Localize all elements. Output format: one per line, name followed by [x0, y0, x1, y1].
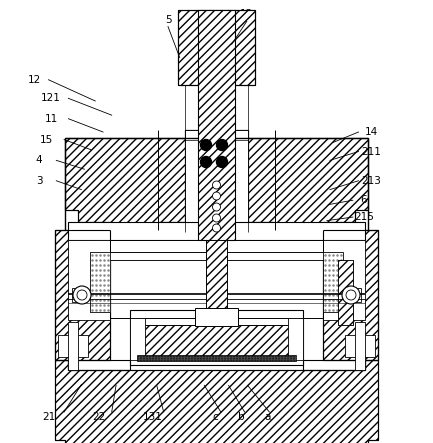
Circle shape — [342, 286, 360, 304]
Text: 211: 211 — [362, 147, 381, 156]
Circle shape — [213, 224, 220, 232]
Circle shape — [213, 192, 220, 200]
Bar — [90, 252, 110, 312]
Bar — [195, 308, 238, 326]
Circle shape — [200, 140, 211, 151]
Text: 22: 22 — [92, 412, 105, 422]
Bar — [130, 318, 145, 360]
Circle shape — [77, 290, 87, 300]
Text: 121: 121 — [41, 93, 61, 103]
Bar — [137, 325, 296, 360]
Bar — [137, 325, 296, 360]
Text: 4: 4 — [36, 155, 42, 165]
Text: a: a — [265, 412, 271, 422]
Bar — [185, 130, 248, 232]
Text: b: b — [238, 412, 245, 422]
Polygon shape — [55, 360, 378, 443]
Bar — [68, 322, 78, 370]
Text: 6: 6 — [360, 195, 367, 205]
Bar — [338, 260, 353, 325]
Bar — [198, 10, 235, 240]
Polygon shape — [213, 130, 368, 230]
Text: 14: 14 — [365, 127, 378, 137]
Bar — [58, 335, 88, 357]
Polygon shape — [65, 130, 220, 230]
Text: 15: 15 — [40, 135, 53, 144]
Bar — [110, 240, 323, 318]
Bar — [55, 230, 110, 360]
Bar — [355, 322, 365, 370]
Bar — [55, 230, 110, 360]
Circle shape — [213, 181, 220, 189]
Text: 215: 215 — [354, 212, 374, 222]
Bar — [288, 318, 303, 360]
Circle shape — [216, 140, 227, 151]
Bar — [178, 10, 255, 85]
Circle shape — [73, 286, 91, 304]
Bar — [323, 252, 343, 312]
Bar — [95, 240, 338, 252]
Bar — [137, 355, 296, 361]
Text: 3: 3 — [36, 176, 42, 186]
Bar — [345, 335, 375, 357]
Bar — [130, 310, 303, 365]
Text: 5: 5 — [165, 15, 171, 25]
Bar — [206, 240, 227, 310]
Bar — [72, 288, 80, 302]
Text: 11: 11 — [45, 114, 58, 124]
Bar — [206, 240, 227, 310]
Bar — [323, 230, 378, 360]
Bar — [68, 240, 110, 320]
Circle shape — [346, 290, 356, 300]
Bar — [110, 252, 323, 260]
Bar — [323, 240, 365, 320]
Bar — [198, 10, 235, 240]
Text: 213: 213 — [362, 176, 381, 186]
Bar — [323, 230, 378, 360]
Circle shape — [200, 156, 211, 167]
Bar — [338, 260, 353, 325]
Text: 13: 13 — [240, 9, 253, 19]
Text: c: c — [213, 412, 219, 422]
Text: 21: 21 — [42, 412, 55, 422]
Bar — [353, 288, 361, 302]
Text: 12: 12 — [28, 75, 41, 85]
Circle shape — [216, 156, 227, 167]
Bar — [178, 10, 255, 85]
Bar — [90, 252, 110, 312]
Circle shape — [213, 214, 220, 222]
Circle shape — [213, 203, 220, 211]
Bar — [68, 222, 365, 240]
Text: 131: 131 — [142, 412, 162, 422]
